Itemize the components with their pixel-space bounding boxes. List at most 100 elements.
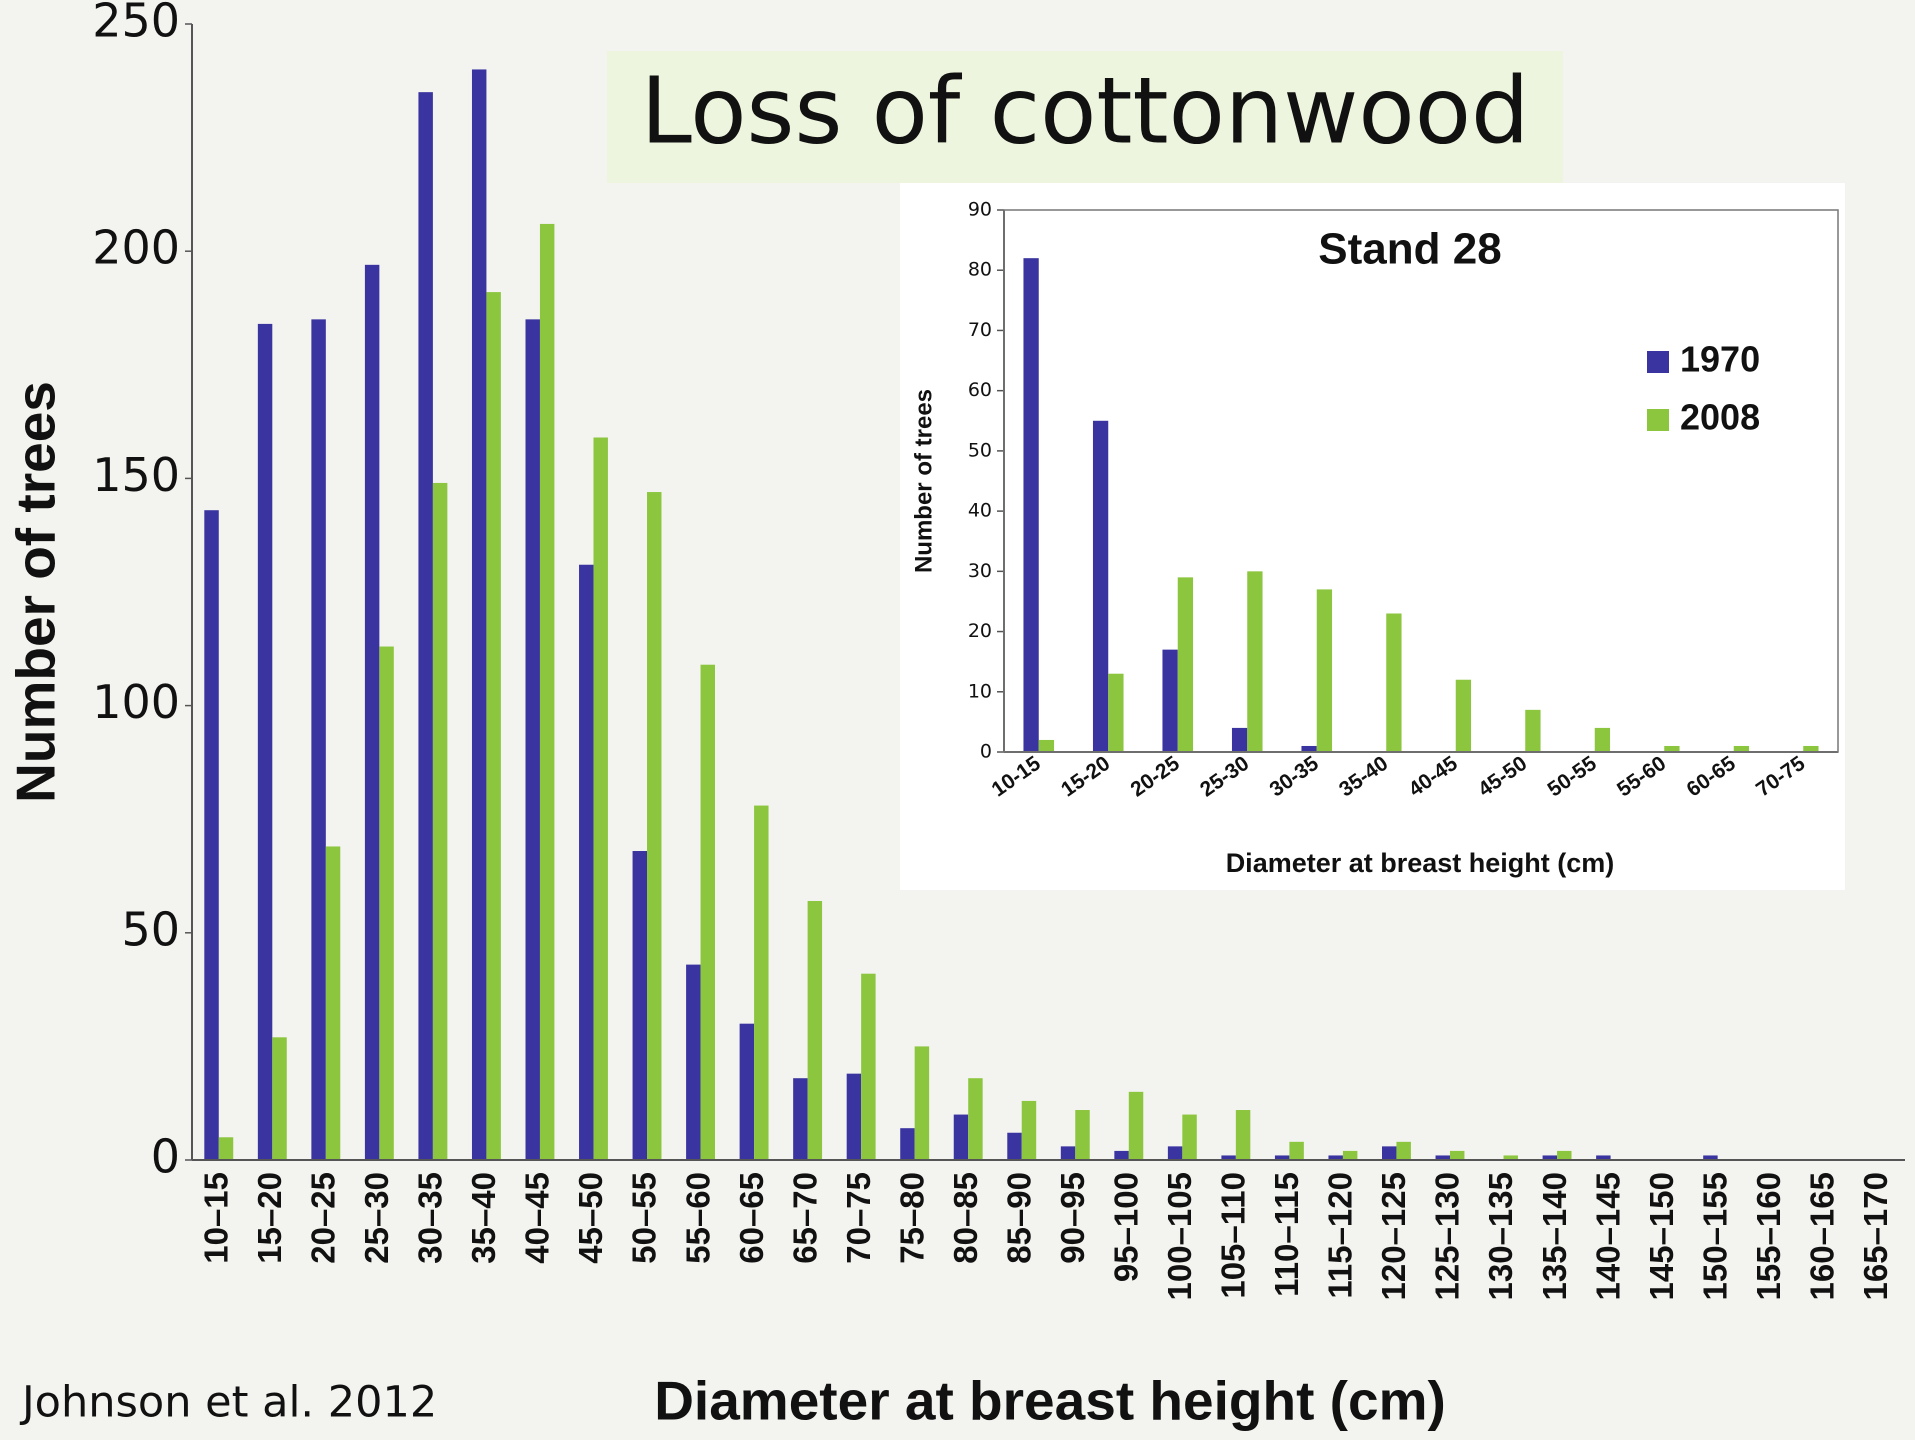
y-tick-label: 40 bbox=[968, 500, 992, 522]
title-box bbox=[607, 51, 1563, 183]
credit: Johnson et al. 2012 bbox=[19, 1378, 437, 1428]
bar bbox=[1114, 1150, 1129, 1160]
bar bbox=[953, 1114, 969, 1160]
x-tick-label: 20–25 bbox=[305, 1172, 342, 1264]
bar bbox=[593, 437, 608, 1160]
x-tick-label: 15–20 bbox=[251, 1172, 288, 1264]
bar bbox=[1703, 1155, 1718, 1160]
bar bbox=[432, 482, 448, 1161]
x-tick-label: 125–130 bbox=[1429, 1172, 1466, 1300]
x-axis-label: Diameter at breast height (cm) bbox=[1226, 848, 1615, 878]
inset-panel bbox=[900, 183, 1845, 890]
bar bbox=[1455, 679, 1472, 752]
x-tick-label: 120–125 bbox=[1375, 1172, 1412, 1300]
bar bbox=[1435, 1155, 1450, 1160]
bar bbox=[311, 319, 326, 1160]
bar bbox=[486, 292, 501, 1160]
bar bbox=[1289, 1141, 1304, 1160]
y-tick-label: 100 bbox=[92, 675, 180, 729]
x-tick-label: 165–170 bbox=[1857, 1172, 1894, 1300]
bar bbox=[1247, 571, 1263, 752]
bar bbox=[1557, 1150, 1572, 1160]
bar bbox=[1525, 709, 1541, 752]
bar bbox=[1542, 1155, 1558, 1160]
y-tick-label: 90 bbox=[968, 199, 992, 221]
bar bbox=[900, 1128, 915, 1160]
x-tick-label: 70–75 bbox=[840, 1172, 877, 1264]
bar bbox=[1449, 1150, 1465, 1160]
bar bbox=[364, 264, 380, 1160]
y-tick-label: 0 bbox=[151, 1130, 180, 1184]
bar bbox=[272, 1037, 287, 1160]
bar bbox=[1007, 1132, 1022, 1160]
bar bbox=[739, 1023, 755, 1160]
bar bbox=[846, 1073, 862, 1160]
x-tick-label: 25–30 bbox=[358, 1172, 395, 1264]
bar bbox=[1177, 577, 1194, 752]
bar bbox=[647, 492, 662, 1161]
bar bbox=[325, 846, 341, 1160]
bar bbox=[218, 1137, 234, 1160]
bar bbox=[1038, 739, 1055, 752]
bar bbox=[1108, 673, 1124, 752]
x-tick-label: 105–110 bbox=[1215, 1172, 1252, 1299]
x-tick-label: 50–55 bbox=[626, 1172, 663, 1264]
x-tick-label: 160–165 bbox=[1803, 1172, 1840, 1300]
bar bbox=[1023, 258, 1039, 752]
y-tick-label: 60 bbox=[968, 379, 992, 401]
x-tick-label: 145–150 bbox=[1643, 1172, 1680, 1300]
chart-title: Stand 28 bbox=[1318, 225, 1501, 274]
bar bbox=[914, 1046, 930, 1160]
y-tick-label: 250 bbox=[92, 0, 180, 48]
bar bbox=[1664, 745, 1680, 752]
bar bbox=[861, 973, 876, 1160]
y-tick-label: 50 bbox=[121, 902, 180, 956]
plot-frame bbox=[1003, 209, 1839, 753]
x-tick-label: 140–145 bbox=[1589, 1172, 1626, 1300]
chart-title: Loss of cottonwood bbox=[641, 57, 1530, 164]
y-tick-label: 50 bbox=[968, 439, 992, 461]
x-tick-label: 60–65 bbox=[733, 1172, 770, 1264]
x-tick-label: 115–120 bbox=[1322, 1172, 1359, 1299]
bar bbox=[1182, 1114, 1197, 1160]
bar bbox=[1803, 745, 1819, 752]
bar bbox=[1381, 1146, 1397, 1160]
y-tick-label: 20 bbox=[968, 620, 992, 642]
y-tick-label: 10 bbox=[968, 680, 992, 702]
legend-label: 2008 bbox=[1680, 397, 1760, 438]
bar bbox=[257, 323, 273, 1160]
bar bbox=[754, 805, 769, 1160]
bar bbox=[471, 69, 487, 1161]
x-tick-label: 100–105 bbox=[1161, 1172, 1198, 1300]
bar bbox=[1733, 745, 1750, 752]
bar bbox=[1396, 1141, 1411, 1160]
y-tick-label: 150 bbox=[92, 448, 180, 502]
x-tick-label: 95–100 bbox=[1108, 1172, 1145, 1282]
x-tick-label: 80–85 bbox=[947, 1172, 984, 1264]
y-tick-label: 200 bbox=[92, 221, 180, 275]
bar bbox=[525, 319, 540, 1160]
legend-swatch bbox=[1647, 351, 1669, 373]
x-tick-label: 135–140 bbox=[1536, 1172, 1573, 1300]
bar bbox=[418, 92, 433, 1160]
bar bbox=[700, 664, 716, 1160]
bar bbox=[1316, 589, 1333, 752]
bar bbox=[1231, 727, 1248, 752]
bar bbox=[579, 564, 594, 1160]
bar bbox=[1021, 1100, 1037, 1160]
x-tick-label: 110–115 bbox=[1268, 1172, 1305, 1297]
x-tick-label: 85–90 bbox=[1000, 1172, 1037, 1264]
bar bbox=[1342, 1150, 1358, 1160]
x-tick-label: 75–80 bbox=[893, 1172, 930, 1264]
x-tick-label: 130–135 bbox=[1482, 1172, 1519, 1300]
bar bbox=[1167, 1146, 1183, 1160]
bar bbox=[793, 1078, 808, 1160]
bar bbox=[807, 900, 823, 1160]
bar bbox=[1328, 1155, 1343, 1160]
bar bbox=[1162, 649, 1178, 752]
bar bbox=[1128, 1091, 1144, 1160]
bar bbox=[1060, 1146, 1076, 1160]
bar bbox=[1503, 1155, 1518, 1160]
